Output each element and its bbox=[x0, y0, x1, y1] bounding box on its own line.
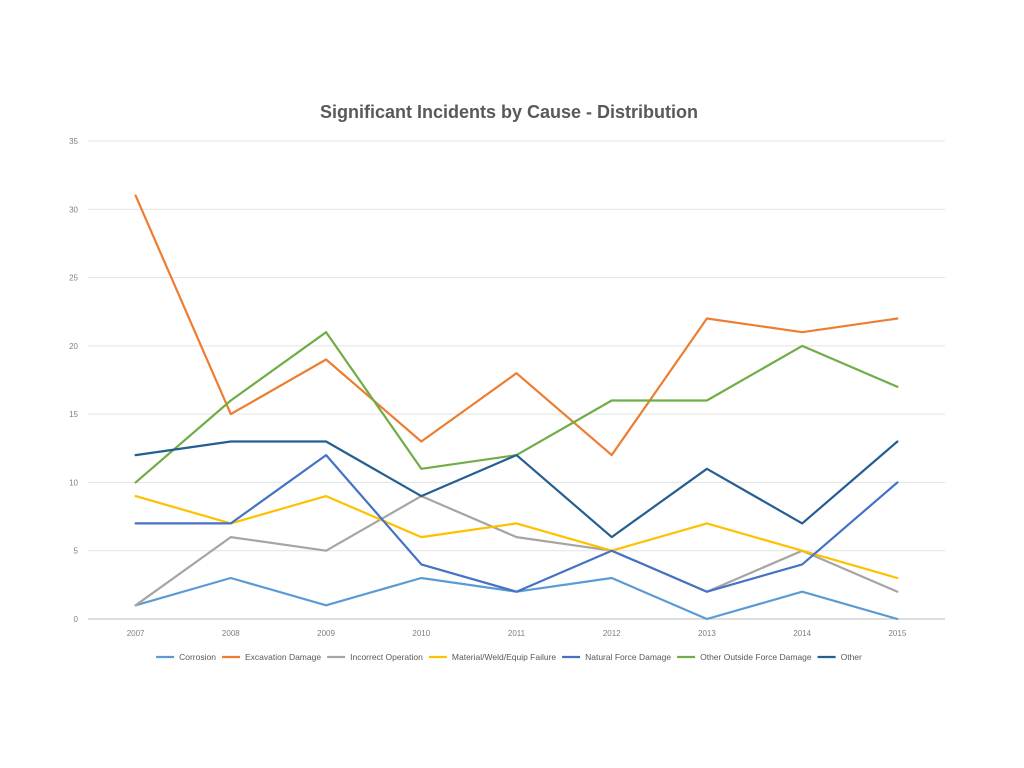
legend-label: Other bbox=[841, 652, 862, 662]
legend-item: Material/Weld/Equip Failure bbox=[428, 652, 557, 662]
y-tick-label: 20 bbox=[69, 342, 78, 351]
series-lines bbox=[134, 194, 899, 621]
x-tick-label: 2009 bbox=[317, 629, 335, 638]
legend-label: Material/Weld/Equip Failure bbox=[452, 652, 557, 662]
series-line-material-weld-equip-failure bbox=[134, 495, 899, 580]
x-tick-label: 2013 bbox=[698, 629, 716, 638]
y-tick-label: 25 bbox=[69, 274, 78, 283]
legend-label: Natural Force Damage bbox=[585, 652, 671, 662]
series-line-incorrect-operation bbox=[134, 495, 899, 607]
series-line-corrosion bbox=[134, 576, 899, 621]
series-line-natural-force-damage bbox=[134, 454, 899, 593]
y-axis: 0 5 10 15 20 25 30 35 bbox=[69, 137, 78, 624]
x-tick-label: 2010 bbox=[412, 629, 430, 638]
legend-item: Corrosion bbox=[156, 652, 216, 662]
legend-label: Incorrect Operation bbox=[350, 652, 423, 662]
legend-label: Corrosion bbox=[179, 652, 216, 662]
legend-item: Other Outside Force Damage bbox=[677, 652, 812, 662]
x-tick-label: 2015 bbox=[888, 629, 906, 638]
legend-label: Other Outside Force Damage bbox=[700, 652, 812, 662]
series-line-excavation-damage bbox=[134, 194, 899, 457]
x-tick-label: 2012 bbox=[603, 629, 621, 638]
x-axis: 2007 2008 2009 2010 2011 2012 2013 2014 2015 bbox=[127, 629, 907, 638]
y-tick-label: 35 bbox=[69, 137, 78, 146]
gridlines bbox=[88, 140, 945, 620]
legend-item: Other bbox=[817, 652, 862, 662]
series-line-other bbox=[134, 440, 899, 539]
chart-title: Significant Incidents by Cause - Distrib… bbox=[319, 102, 699, 122]
x-tick-label: 2011 bbox=[508, 629, 526, 638]
legend: Corrosion Excavation Damage Incorrect Oper… bbox=[156, 652, 862, 662]
legend-item: Excavation Damage bbox=[222, 652, 321, 662]
legend-item: Natural Force Damage bbox=[562, 652, 671, 662]
legend-item: Incorrect Operation bbox=[327, 652, 423, 662]
series-line-other-outside-force-damage bbox=[134, 331, 899, 484]
y-tick-label: 30 bbox=[69, 205, 78, 214]
y-tick-label: 0 bbox=[74, 615, 79, 624]
y-tick-label: 5 bbox=[74, 547, 79, 556]
x-tick-label: 2014 bbox=[793, 629, 811, 638]
legend-label: Excavation Damage bbox=[245, 652, 321, 662]
y-tick-label: 15 bbox=[69, 410, 78, 419]
y-tick-label: 10 bbox=[69, 478, 78, 487]
x-tick-label: 2007 bbox=[127, 629, 145, 638]
x-tick-label: 2008 bbox=[222, 629, 240, 638]
